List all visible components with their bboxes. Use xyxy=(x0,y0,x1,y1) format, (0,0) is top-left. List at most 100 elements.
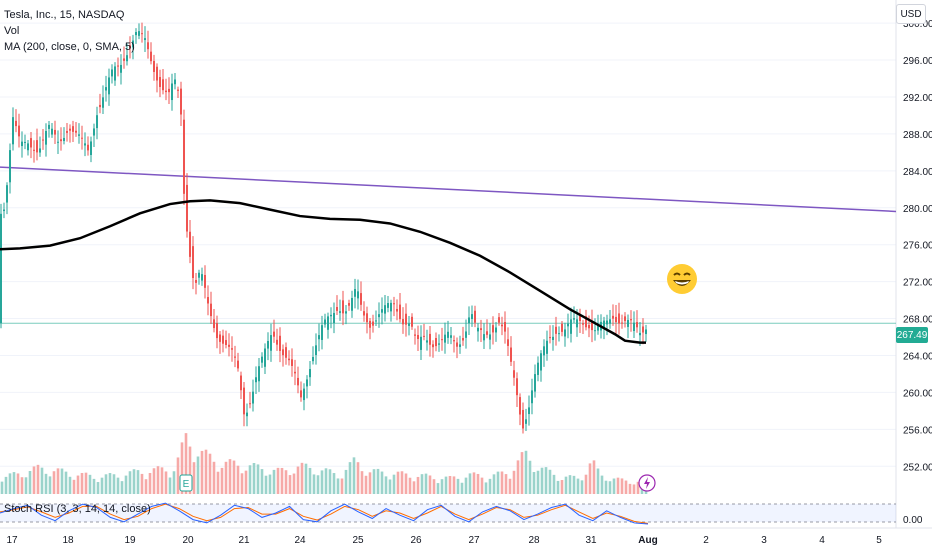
candle-body xyxy=(24,141,26,143)
currency-button[interactable]: USD xyxy=(896,4,926,24)
volume-bar xyxy=(12,472,16,494)
volume-bar xyxy=(216,471,220,494)
volume-bar xyxy=(388,479,392,494)
candle-body xyxy=(339,311,341,313)
volume-bar xyxy=(284,470,288,494)
candle-body xyxy=(141,33,143,35)
last-price-badge: 267.49 xyxy=(896,327,928,343)
price-tick-label: 264.00 xyxy=(903,351,932,362)
candle-body xyxy=(192,246,194,278)
candle-body xyxy=(591,321,593,331)
volume-bar xyxy=(84,472,88,494)
volume-bar xyxy=(256,464,260,494)
ma-indicator-label[interactable]: MA (200, close, 0, SMA, 5) xyxy=(4,41,135,53)
volume-bar xyxy=(240,473,244,494)
candle-body xyxy=(120,64,122,73)
candle-body xyxy=(471,314,473,320)
volume-bar xyxy=(444,476,448,494)
lightning-bolt xyxy=(644,477,650,489)
grinning-emoji-icon[interactable] xyxy=(666,263,698,295)
volume-bar xyxy=(632,484,636,494)
candle-body xyxy=(576,319,578,328)
volume-bar xyxy=(224,461,228,494)
volume-bar xyxy=(88,474,92,494)
volume-bar xyxy=(200,450,204,494)
candle-body xyxy=(447,331,449,338)
volume-bar xyxy=(272,469,276,494)
volume-indicator-label[interactable]: Vol xyxy=(4,25,20,37)
volume-bar xyxy=(508,478,512,494)
candle-body xyxy=(582,323,584,325)
candle-body xyxy=(138,31,140,36)
volume-bar xyxy=(460,482,464,494)
candle-body xyxy=(90,141,92,155)
candle-body xyxy=(453,340,455,342)
volume-bar xyxy=(0,481,4,494)
volume-bar xyxy=(540,467,544,494)
time-tick-label: 20 xyxy=(182,535,194,546)
time-axis: 17 18 19 20 21 24 25 26 27 28 31 Aug 2 3 4 5 xyxy=(6,535,882,546)
candle-body xyxy=(255,377,257,383)
volume-bar xyxy=(520,452,524,494)
candle-body xyxy=(21,141,23,147)
candle-body xyxy=(57,141,59,143)
stoch-rsi-label[interactable]: Stoch RSI (3, 3, 14, 14, close) xyxy=(4,503,151,515)
volume-bar xyxy=(68,476,72,494)
volume-bar xyxy=(384,476,388,494)
candle-body xyxy=(558,333,560,335)
volume-bar xyxy=(60,468,64,494)
price-tick-label: 296.00 xyxy=(903,56,932,67)
candle-body xyxy=(462,338,464,341)
candle-body xyxy=(387,303,389,308)
volume-bar xyxy=(164,471,168,494)
candle-body xyxy=(420,336,422,350)
volume-bar xyxy=(424,473,428,494)
volume-bar xyxy=(128,471,132,494)
volume-bar xyxy=(228,459,232,494)
candle-body xyxy=(549,337,551,339)
volume-bar xyxy=(160,467,164,494)
volume-bar xyxy=(212,461,216,494)
candle-body xyxy=(123,58,125,61)
volume-bar xyxy=(620,478,624,494)
volume-bar xyxy=(28,471,32,494)
volume-bar xyxy=(564,476,568,494)
candle-body xyxy=(102,97,104,108)
volume-bar xyxy=(440,479,444,494)
volume-bar xyxy=(592,460,596,494)
volume-bar xyxy=(612,478,616,494)
volume-bar xyxy=(452,476,456,494)
volume-bar xyxy=(308,467,312,494)
candle-body xyxy=(51,128,53,135)
candle-body xyxy=(237,360,239,369)
candle-body xyxy=(243,387,245,415)
candle-body xyxy=(129,45,131,49)
candle-body xyxy=(615,316,617,323)
volume-bar xyxy=(192,462,196,494)
volume-bar xyxy=(340,478,344,494)
candle-body xyxy=(489,334,491,340)
candle-body xyxy=(261,356,263,363)
candle-body xyxy=(159,77,161,87)
candle-body xyxy=(15,120,17,127)
candle-body xyxy=(522,409,524,429)
volume-bar xyxy=(108,473,112,494)
candle-body xyxy=(135,32,137,36)
price-tick-label: 260.00 xyxy=(903,388,932,399)
time-tick-label: 5 xyxy=(876,535,882,546)
volume-bar xyxy=(20,477,24,494)
volume-bar xyxy=(496,471,500,494)
candle-body xyxy=(354,289,356,297)
candle-body xyxy=(411,316,413,327)
candle-body xyxy=(516,378,518,396)
symbol-title[interactable]: Tesla, Inc., 15, NASDAQ xyxy=(4,9,125,21)
candle-body xyxy=(564,329,566,337)
candle-body xyxy=(372,321,374,326)
volume-bar xyxy=(628,483,632,494)
time-tick-label: 27 xyxy=(468,535,480,546)
candle-body xyxy=(240,375,242,391)
candle-body xyxy=(177,89,179,91)
time-tick-label: 25 xyxy=(352,535,364,546)
